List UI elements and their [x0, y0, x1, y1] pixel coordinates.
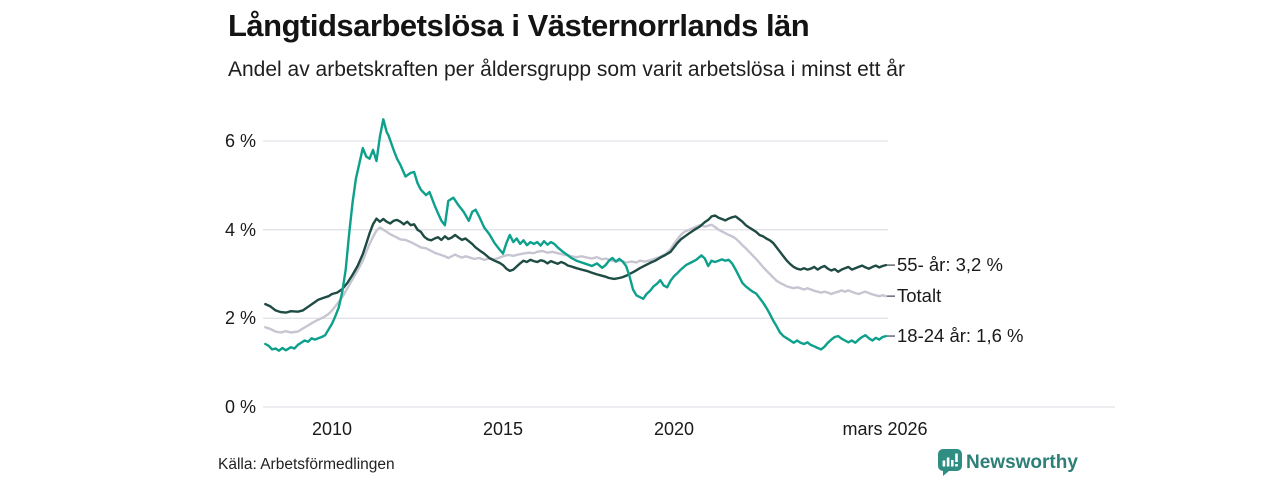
source-note: Källa: Arbetsförmedlingen	[218, 456, 395, 473]
bar-chart-glyph	[942, 453, 958, 467]
legend-label-18-24: 18-24 år: 1,6 %	[897, 325, 1024, 347]
y-tick-0: 0 %	[224, 397, 256, 417]
y-tick-4: 4 %	[224, 219, 256, 240]
x-tick-2015: 2015	[482, 419, 524, 439]
legend-label-totalt: Totalt	[897, 285, 942, 307]
x-tick-2010: 2010	[311, 419, 353, 439]
newsworthy-logo-icon	[938, 449, 962, 476]
y-tick-2: 2 %	[224, 308, 256, 329]
series-line-totalt	[264, 223, 888, 334]
x-tick-mars-2026: mars 2026	[842, 419, 928, 439]
chart-subtitle: Andel av arbetskraften per åldersgrupp s…	[228, 58, 905, 81]
series-line-55-r	[264, 214, 888, 314]
legend-label-55plus: 55- år: 3,2 %	[897, 254, 1003, 276]
y-tick-6: 6 %	[224, 131, 256, 151]
series-line-18-24-r	[264, 118, 888, 352]
x-tick-2020: 2020	[653, 419, 695, 439]
brand-wordmark: Newsworthy	[966, 452, 1078, 473]
page-title: Långtidsarbetslösa i Västernorrlands län	[228, 8, 810, 43]
